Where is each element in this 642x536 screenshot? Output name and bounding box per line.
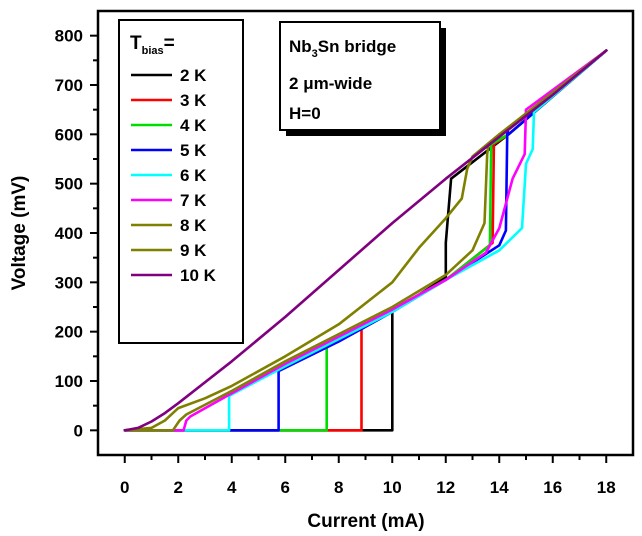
legend-label: 7 K: [180, 191, 207, 210]
legend-title: Tbias=: [130, 33, 175, 57]
y-tick-label: 300: [55, 273, 83, 292]
info-line-material: Nb3Sn bridge: [289, 37, 396, 60]
legend: Tbias= 2 K 3 K 4 K 5 K 6 K 7 K 8 K 9 K 10 K: [118, 19, 244, 344]
x-tick-label: 18: [597, 478, 616, 497]
x-tick-label: 4: [227, 478, 237, 497]
ticks-layer: 0 2 4 6 8 10 12 14 16 18 0 100 200 300 400 500 600 700 800: [55, 27, 616, 497]
legend-label: 10 K: [180, 266, 217, 285]
series-line-8k: [123, 49, 608, 432]
legend-label: 3 K: [180, 91, 207, 110]
y-tick-label: 700: [55, 76, 83, 95]
info-box-frame: [279, 21, 441, 131]
legend-entry: 3 K: [131, 91, 207, 110]
y-tick-label: 200: [55, 323, 83, 342]
x-tick-label: 2: [174, 478, 183, 497]
y-tick-label: 0: [74, 421, 83, 440]
y-tick-label: 500: [55, 175, 83, 194]
y-tick-label: 400: [55, 224, 83, 243]
legend-entry: 8 K: [131, 216, 207, 235]
series-layer: [123, 49, 608, 432]
info-line-field: H=0: [289, 104, 321, 123]
legend-label: 6 K: [180, 166, 207, 185]
legend-entry: 4 K: [131, 116, 207, 135]
legend-entry: 7 K: [131, 191, 207, 210]
x-tick-label: 0: [120, 478, 129, 497]
info-line-width: 2 μm-wide: [289, 74, 372, 93]
y-tick-label: 600: [55, 125, 83, 144]
legend-entry: 9 K: [131, 241, 207, 260]
x-tick-label: 8: [334, 478, 343, 497]
legend-entries: 2 K 3 K 4 K 5 K 6 K 7 K 8 K 9 K 10 K: [131, 66, 217, 285]
legend-label: 5 K: [180, 141, 207, 160]
legend-label: 8 K: [180, 216, 207, 235]
legend-entry: 10 K: [131, 266, 217, 285]
series-line-7k: [123, 49, 608, 432]
series-line-10k: [123, 49, 608, 432]
y-tick-label: 800: [55, 27, 83, 46]
info-box: Nb3Sn bridge 2 μm-wide H=0: [279, 21, 446, 136]
legend-entry: 2 K: [131, 66, 207, 85]
legend-label: 4 K: [180, 116, 207, 135]
x-tick-label: 14: [490, 478, 509, 497]
legend-label: 2 K: [180, 66, 207, 85]
x-tick-label: 12: [436, 478, 455, 497]
x-tick-label: 6: [281, 478, 290, 497]
legend-entry: 6 K: [131, 166, 207, 185]
series-line-9k: [123, 49, 608, 432]
x-axis-title: Current (mA): [307, 511, 424, 532]
y-axis-title: Voltage (mV): [9, 176, 30, 291]
y-tick-label: 100: [55, 372, 83, 391]
x-tick-label: 16: [543, 478, 562, 497]
legend-entry: 5 K: [131, 141, 207, 160]
legend-label: 9 K: [180, 241, 207, 260]
x-tick-label: 10: [383, 478, 402, 497]
